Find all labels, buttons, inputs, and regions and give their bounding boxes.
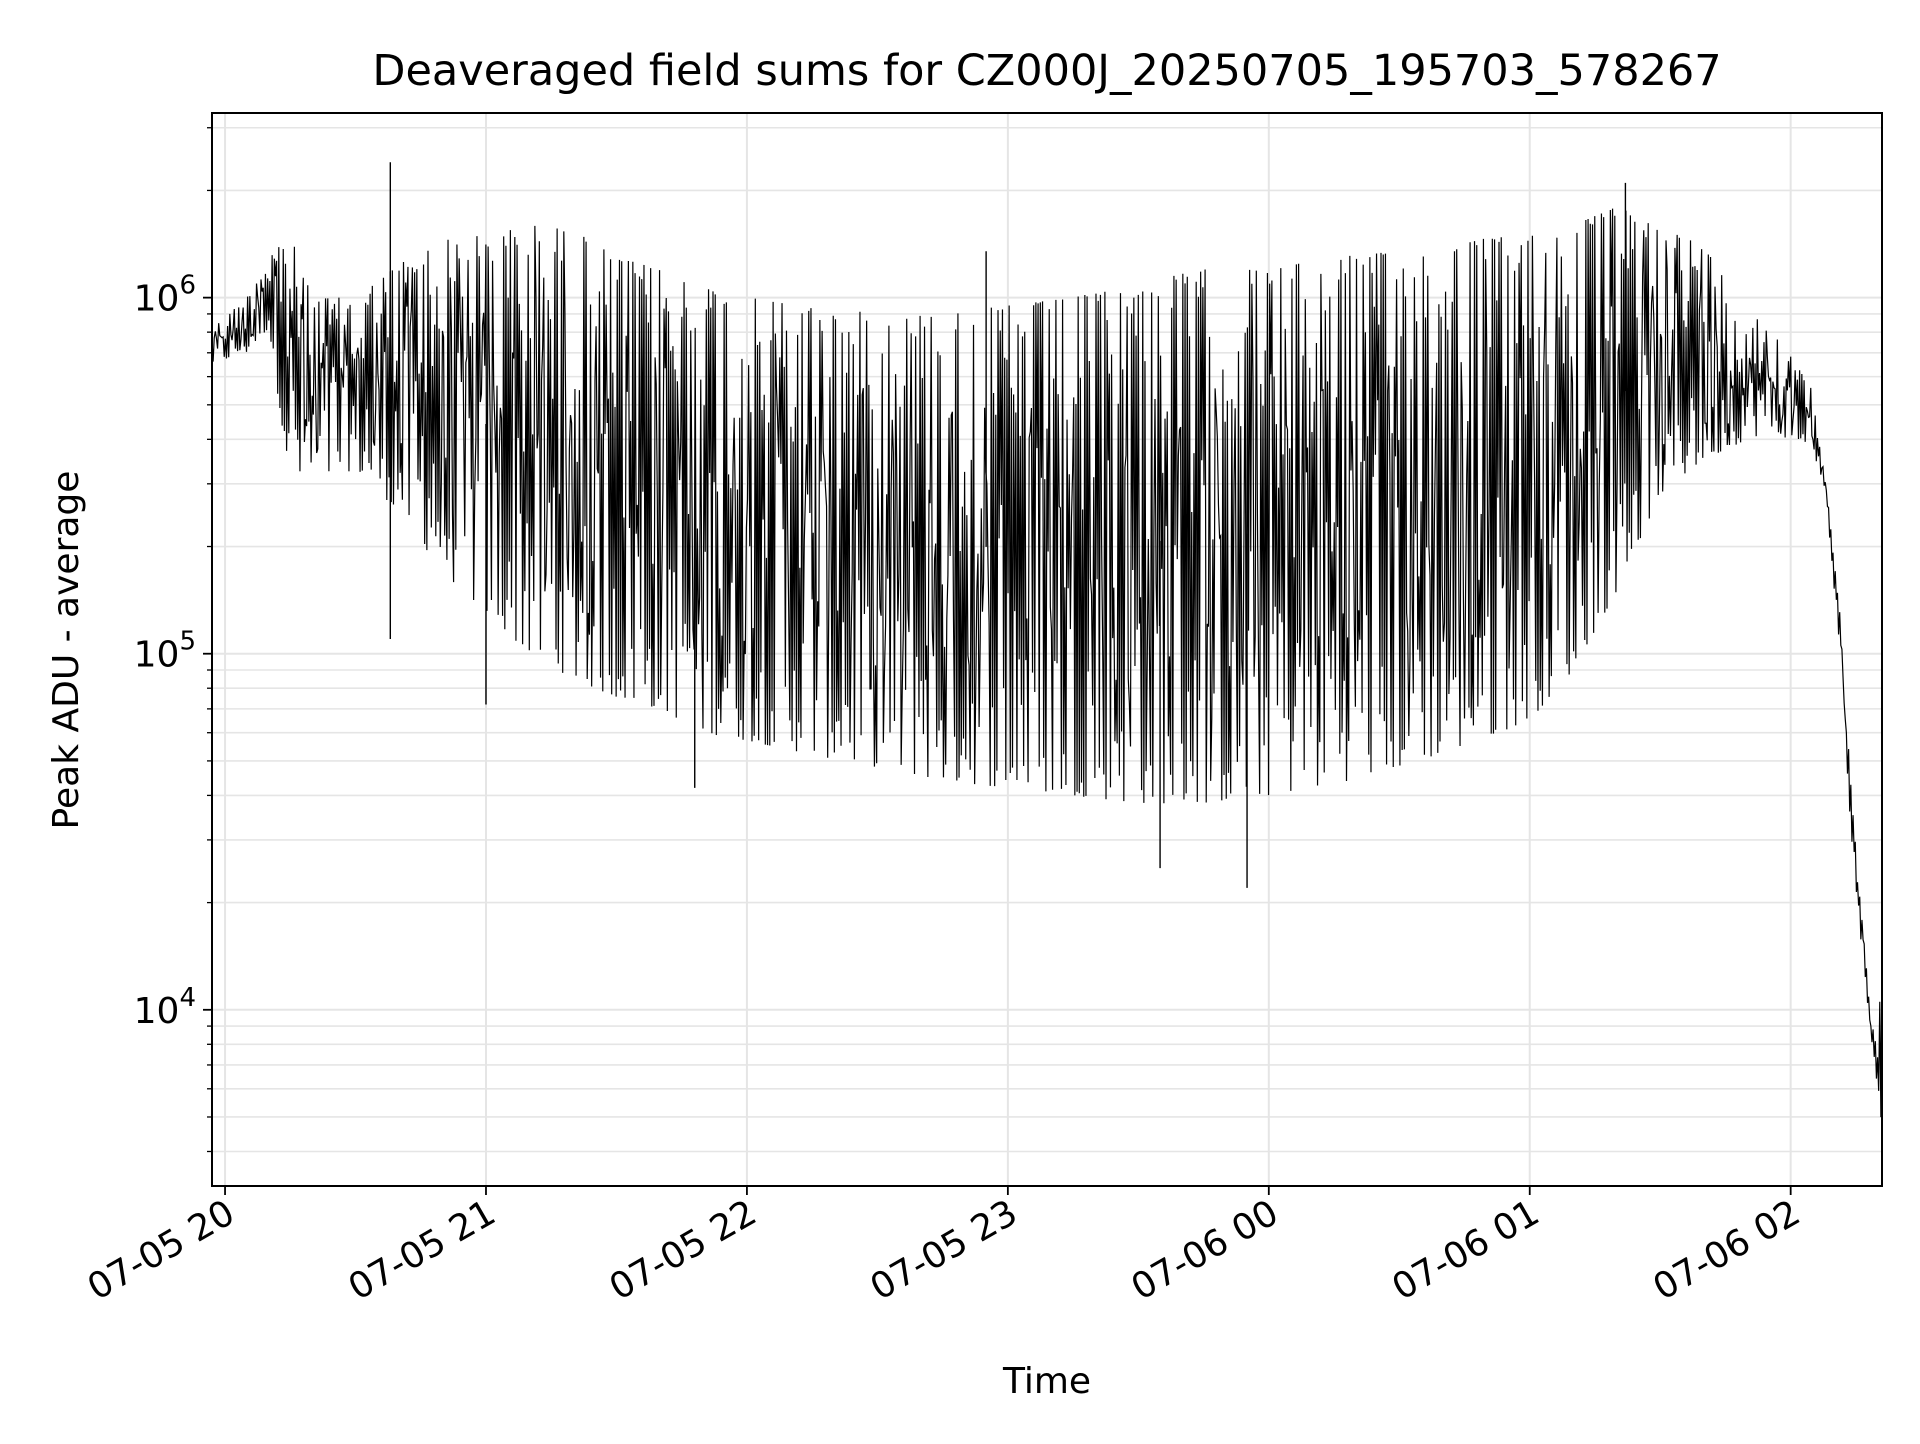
series-line	[211, 208, 1883, 1118]
series-layer	[211, 162, 1883, 1118]
y-axis-label: Peak ADU - average	[46, 471, 87, 830]
y-tick-label: 106	[134, 271, 196, 320]
y-tick-label: 104	[134, 983, 196, 1032]
chart-title: Deaveraged field sums for CZ000J_2025070…	[372, 46, 1721, 96]
y-tick-label: 105	[134, 627, 196, 676]
tick-marks	[203, 127, 1792, 1195]
plot-area	[212, 113, 1882, 1186]
plot-frame	[211, 112, 1883, 1187]
x-axis-label: Time	[1002, 1361, 1091, 1402]
y-tick-labels: 104 105 106	[134, 271, 196, 1032]
major-gridlines	[212, 113, 1882, 1186]
